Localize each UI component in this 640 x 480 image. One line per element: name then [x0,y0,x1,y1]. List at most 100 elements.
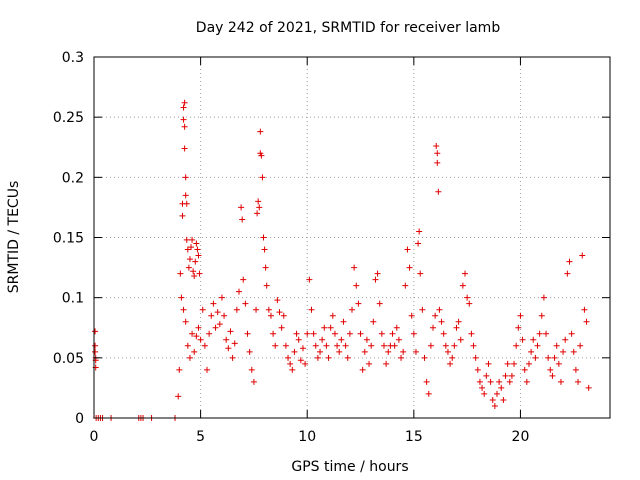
data-point [282,342,289,349]
data-point [481,390,488,397]
data-point [321,324,328,331]
data-point [248,366,255,373]
data-point [338,336,345,343]
y-tick-label: 0.2 [62,170,84,186]
data-point [181,99,188,106]
data-point [504,360,511,367]
data-point [280,312,287,319]
data-point [306,276,313,283]
data-point [483,372,490,379]
data-point [419,306,426,313]
data-point [538,312,545,319]
data-point [457,336,464,343]
data-point [472,354,479,361]
data-point [260,234,267,241]
data-point [319,336,326,343]
data-point [489,396,496,403]
data-point [92,348,99,355]
data-point [235,288,242,295]
data-point [400,348,407,355]
data-point [246,348,253,355]
x-tick-label: 5 [196,429,205,445]
data-point [415,240,422,247]
data-point [274,297,281,304]
data-point [201,342,208,349]
data-point [566,258,573,265]
data-point [410,330,417,337]
data-point [517,312,524,319]
data-point [265,306,272,313]
data-point [425,390,432,397]
y-tick-label: 0.15 [53,231,84,247]
axis-ticks: 0 0.05 0.1 0.15 0.2 0.25 0.3 0 5 10 15 20 [53,50,610,445]
data-point [258,152,265,159]
data-point [402,282,409,289]
data-point [434,150,441,157]
data-point [92,342,99,349]
data-point [255,198,262,205]
data-point [191,273,198,280]
data-point [498,384,505,391]
data-point [427,342,434,349]
data-point [221,312,228,319]
data-point [244,330,251,337]
data-point [432,312,439,319]
data-point [314,354,321,361]
data-point [451,342,458,349]
data-point [325,354,332,361]
data-point [295,336,302,343]
data-point [189,236,196,243]
data-point [506,378,513,385]
data-point [327,324,334,331]
data-point [421,354,428,361]
data-point [440,330,447,337]
data-point [553,342,560,349]
chart-title: Day 242 of 2021, SRMTID for receiver lam… [196,20,501,36]
data-point [180,116,187,123]
data-point [346,330,353,337]
data-point [577,342,584,349]
data-point [216,321,223,328]
data-point [416,228,423,235]
data-point [250,378,257,385]
data-point [380,342,387,349]
data-point [214,309,221,316]
data-point [453,324,460,331]
data-point [188,244,195,251]
data-point [585,384,592,391]
data-point [297,357,304,364]
data-point [366,360,373,367]
data-point [178,294,185,301]
data-point [391,342,398,349]
data-point [304,330,311,337]
data-point [334,342,341,349]
data-point [242,300,249,307]
data-point [361,348,368,355]
data-point [262,264,269,271]
data-point [183,236,190,243]
data-point [336,348,343,355]
data-point [383,360,390,367]
data-point [254,210,261,217]
data-point [186,354,193,361]
data-point [430,324,437,331]
data-point [206,330,213,337]
data-point [194,246,201,253]
data-point [176,366,183,373]
data-point [447,360,454,367]
data-point [196,270,203,277]
data-point [496,378,503,385]
data-point [359,366,366,373]
data-point [378,330,385,337]
data-point [175,393,182,400]
data-point [208,312,215,319]
data-point [312,342,319,349]
data-point [581,306,588,313]
data-point [344,354,351,361]
data-point [263,282,270,289]
data-point [331,330,338,337]
data-point [357,330,364,337]
data-point [530,336,537,343]
data-point [308,306,315,313]
